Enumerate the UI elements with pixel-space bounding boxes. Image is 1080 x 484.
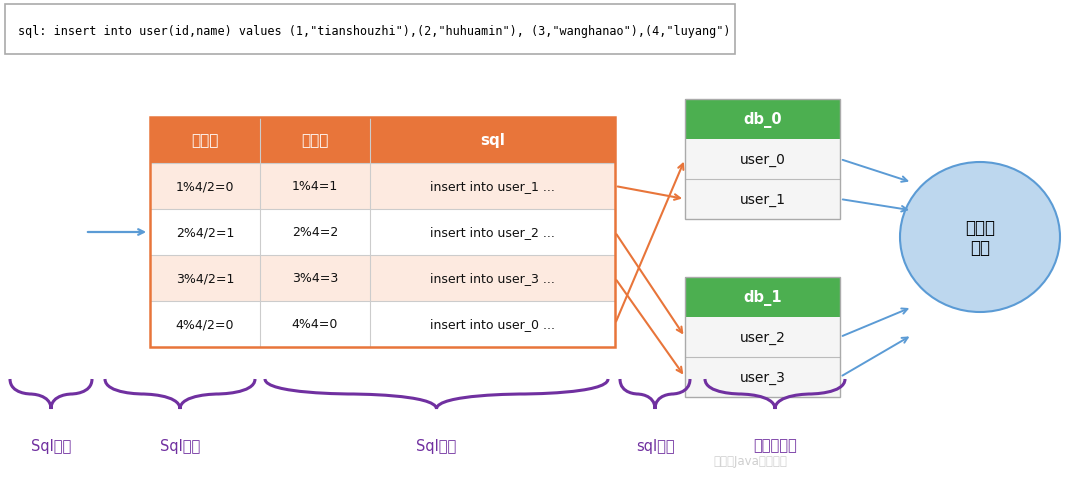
Text: Sql改写: Sql改写 (417, 438, 457, 453)
Text: 田守枝Java系列教程: 田守枝Java系列教程 (713, 454, 787, 468)
FancyBboxPatch shape (685, 180, 840, 220)
FancyBboxPatch shape (150, 256, 615, 302)
Text: 1%4=1: 1%4=1 (292, 180, 338, 193)
Text: 3%4=3: 3%4=3 (292, 272, 338, 285)
Text: db_0: db_0 (743, 112, 782, 128)
FancyBboxPatch shape (685, 277, 840, 318)
Text: 表路由: 表路由 (301, 133, 328, 148)
Text: sql: sql (481, 133, 505, 148)
Text: user_2: user_2 (740, 330, 785, 344)
Text: insert into user_2 ...: insert into user_2 ... (430, 226, 555, 239)
Text: 2%4=2: 2%4=2 (292, 226, 338, 239)
FancyBboxPatch shape (150, 118, 615, 164)
Text: insert into user_0 ...: insert into user_0 ... (430, 318, 555, 331)
Text: insert into user_1 ...: insert into user_1 ... (430, 180, 555, 193)
FancyBboxPatch shape (150, 164, 615, 210)
Text: user_0: user_0 (740, 152, 785, 166)
FancyBboxPatch shape (685, 357, 840, 397)
Text: sql: insert into user(id,name) values (1,"tianshouzhi"),(2,"huhuamin"), (3,"wang: sql: insert into user(id,name) values (1… (18, 25, 730, 37)
Ellipse shape (900, 163, 1059, 312)
FancyBboxPatch shape (5, 5, 735, 55)
Text: user_1: user_1 (740, 193, 785, 207)
Text: 结果集合并: 结果集合并 (753, 438, 797, 453)
FancyBboxPatch shape (685, 318, 840, 357)
Text: user_3: user_3 (740, 370, 785, 384)
Text: Sql路由: Sql路由 (160, 438, 200, 453)
FancyBboxPatch shape (150, 302, 615, 348)
FancyBboxPatch shape (150, 210, 615, 256)
Text: 4%4/2=0: 4%4/2=0 (176, 318, 234, 331)
FancyBboxPatch shape (685, 100, 840, 140)
Text: sql执行: sql执行 (636, 438, 674, 453)
Text: 2%4/2=1: 2%4/2=1 (176, 226, 234, 239)
Text: 3%4/2=1: 3%4/2=1 (176, 272, 234, 285)
Text: 结果集
合并: 结果集 合并 (966, 218, 995, 257)
Text: Sql解析: Sql解析 (31, 438, 71, 453)
Text: 库路由: 库路由 (191, 133, 218, 148)
Text: insert into user_3 ...: insert into user_3 ... (430, 272, 555, 285)
Text: 1%4/2=0: 1%4/2=0 (176, 180, 234, 193)
FancyBboxPatch shape (685, 140, 840, 180)
Text: 4%4=0: 4%4=0 (292, 318, 338, 331)
Text: db_1: db_1 (743, 289, 782, 305)
